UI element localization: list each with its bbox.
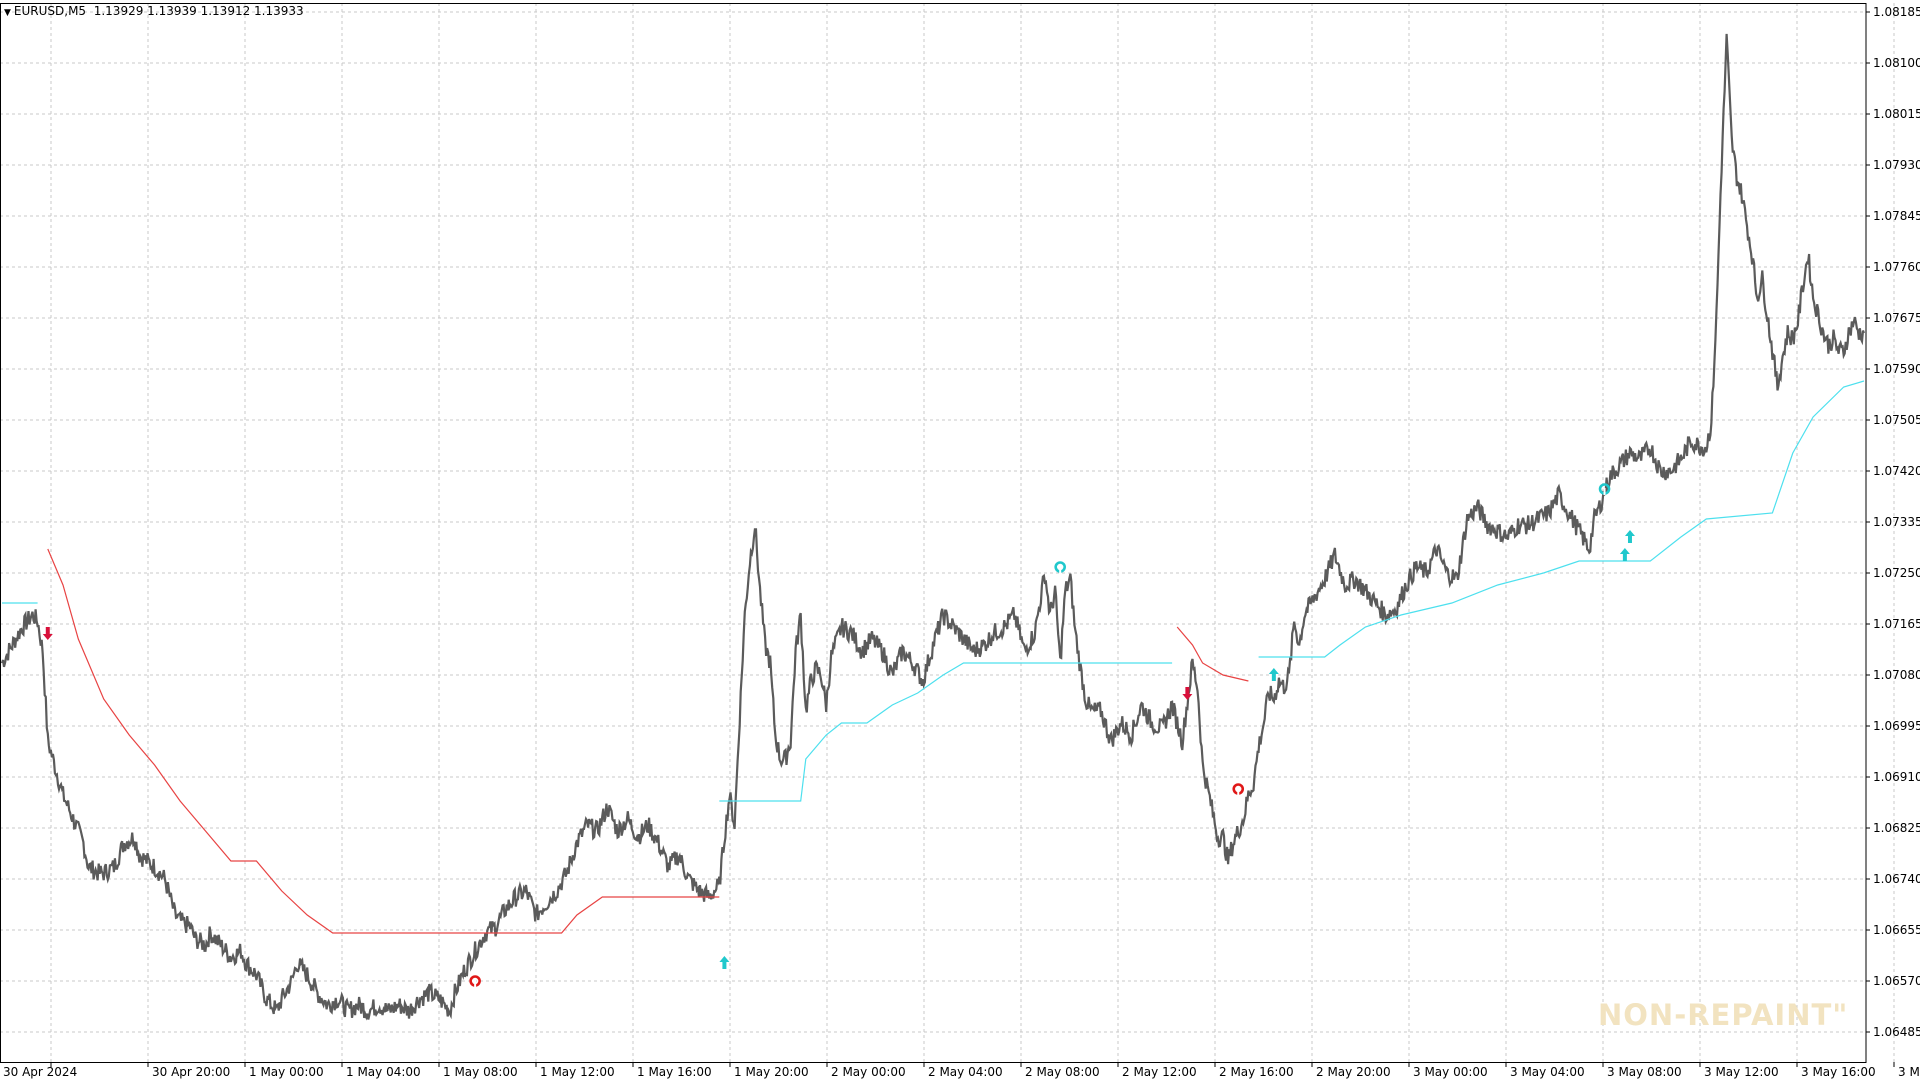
x-tick-label: 2 May 08:00: [1025, 1065, 1100, 1079]
x-tick-label: 2 May 12:00: [1122, 1065, 1197, 1079]
y-tick-label: 1.07420: [1873, 464, 1920, 478]
y-tick-label: 1.08015: [1873, 107, 1920, 121]
x-tick-label: 1 May 16:00: [637, 1065, 712, 1079]
ohlc-readout: 1.13929 1.13939 1.13912 1.13933: [93, 4, 304, 18]
x-tick-label: 1 May 04:00: [346, 1065, 421, 1079]
x-tick-label: 30 Apr 2024: [3, 1065, 77, 1079]
signal-ring-gap: [1237, 788, 1240, 795]
supertrend-up-line: [1258, 380, 1865, 658]
y-tick-label: 1.07335: [1873, 515, 1920, 529]
x-tick-label: 1 May 00:00: [249, 1065, 324, 1079]
x-tick-label: 3 May 20:00: [1898, 1065, 1920, 1079]
y-tick-label: 1.07760: [1873, 260, 1920, 274]
price-series-line: [0, 33, 1866, 1021]
y-tick-label: 1.06995: [1873, 719, 1920, 733]
supertrend-up-line: [719, 662, 1173, 802]
sell-arrow-icon: [1182, 687, 1193, 700]
y-tick-label: 1.07590: [1873, 362, 1920, 376]
signal-ring-gap: [474, 980, 477, 987]
y-tick-label: 1.07845: [1873, 209, 1920, 223]
collapse-triangle-icon[interactable]: ▼: [4, 8, 11, 18]
x-tick-label: 2 May 16:00: [1219, 1065, 1294, 1079]
buy-arrow-icon: [1619, 548, 1630, 561]
y-tick-label: 1.06655: [1873, 923, 1920, 937]
y-tick-label: 1.06910: [1873, 770, 1920, 784]
x-tick-label: 2 May 04:00: [928, 1065, 1003, 1079]
x-tick-label: 3 May 16:00: [1801, 1065, 1876, 1079]
x-tick-label: 3 May 12:00: [1704, 1065, 1779, 1079]
signal-ring-gap: [1603, 488, 1606, 495]
y-tick-label: 1.06740: [1873, 872, 1920, 886]
x-tick-label: 3 May 04:00: [1510, 1065, 1585, 1079]
y-tick-label: 1.07165: [1873, 617, 1920, 631]
x-tick-label: 30 Apr 20:00: [152, 1065, 230, 1079]
signal-ring-gap: [1059, 566, 1062, 573]
supertrend-down-line: [47, 548, 720, 934]
y-tick-label: 1.07675: [1873, 311, 1920, 325]
buy-arrow-icon: [1624, 530, 1635, 543]
y-tick-label: 1.07250: [1873, 566, 1920, 580]
x-tick-label: 1 May 20:00: [734, 1065, 809, 1079]
supertrend-down-line: [1176, 626, 1249, 682]
x-tick-label: 2 May 20:00: [1316, 1065, 1391, 1079]
buy-arrow-icon: [1268, 668, 1279, 681]
buy-arrow-icon: [719, 956, 730, 969]
plot-frame: [0, 3, 1867, 1063]
sell-arrow-icon: [42, 627, 53, 640]
y-tick-label: 1.07080: [1873, 668, 1920, 682]
x-tick-label: 3 May 08:00: [1607, 1065, 1682, 1079]
symbol-label: EURUSD,M5: [13, 4, 87, 18]
y-tick-label: 1.07505: [1873, 413, 1920, 427]
y-tick-label: 1.08185: [1873, 5, 1920, 19]
watermark: NON-REPAINT": [1598, 998, 1849, 1032]
chart-header: ▼ EURUSD,M5 1.13929 1.13939 1.13912 1.139…: [4, 4, 304, 18]
x-tick-label: 1 May 12:00: [540, 1065, 615, 1079]
x-tick-label: 2 May 00:00: [831, 1065, 906, 1079]
y-tick-label: 1.06825: [1873, 821, 1920, 835]
x-tick-label: 3 May 00:00: [1413, 1065, 1488, 1079]
y-tick-label: 1.06570: [1873, 974, 1920, 988]
x-tick-label: 1 May 08:00: [443, 1065, 518, 1079]
y-tick-label: 1.07930: [1873, 158, 1920, 172]
y-tick-label: 1.06485: [1873, 1025, 1920, 1039]
y-tick-label: 1.08100: [1873, 56, 1920, 70]
